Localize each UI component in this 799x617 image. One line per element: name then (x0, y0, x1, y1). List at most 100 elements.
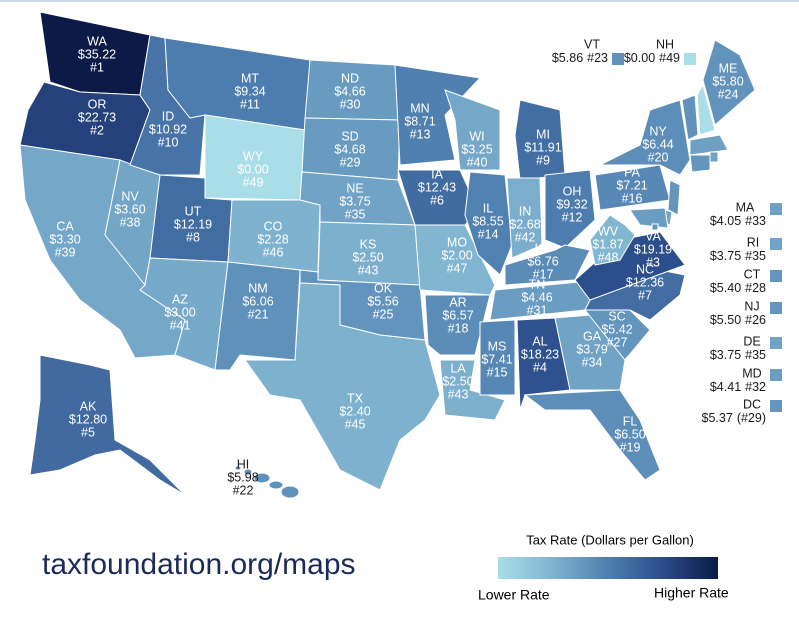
state-abbr: LA (450, 361, 466, 375)
state-abbr: AR (449, 295, 466, 309)
state-abbr: HI (237, 457, 250, 471)
state (681, 94, 699, 141)
state-rank: #14 (478, 227, 499, 241)
state (29, 354, 186, 496)
state (424, 294, 491, 356)
state (464, 171, 513, 276)
state-abbr: NH (656, 37, 674, 51)
state-rate: $8.71 (404, 114, 435, 128)
state-rate: $1.87 (592, 237, 623, 251)
state (243, 468, 253, 476)
state-rank: #4 (533, 360, 547, 374)
state-rate: $9.32 (556, 197, 587, 211)
state-abbr: WV (598, 224, 619, 238)
state-rate: $5.40 #28 (710, 281, 766, 295)
state-abbr: MO (447, 235, 467, 249)
state-rate: $10.92 (149, 122, 187, 136)
state-abbr: OR (88, 97, 107, 111)
state-rank: #24 (718, 87, 739, 101)
state (629, 207, 669, 229)
state-rank: #47 (447, 261, 468, 275)
state-rate: $8.55 (472, 214, 503, 228)
state-rank: #49 (243, 175, 264, 189)
state-rate: $6.06 (242, 294, 273, 308)
state-abbr: CT (744, 267, 761, 281)
state-rank: #38 (120, 215, 141, 229)
state (268, 480, 284, 490)
state-abbr: MI (536, 127, 550, 141)
state-rate: $2.50 (442, 374, 473, 388)
state-rate-value: $0.00 (624, 51, 655, 65)
state-rate: $12.43 (418, 180, 456, 194)
state-rate: $0.00 (237, 162, 268, 176)
state-rank: #7 (638, 288, 652, 302)
state-rate: $3.60 (114, 202, 145, 216)
state-abbr: ND (341, 71, 359, 85)
state-rank: #11 (240, 97, 260, 111)
state (479, 319, 516, 396)
state-rate: $7.41 (481, 352, 512, 366)
state-rate: $2.50 (352, 250, 383, 264)
state (544, 169, 596, 249)
state-abbr: WY (243, 149, 264, 163)
state-rate: $18.23 (521, 347, 559, 361)
state-rank: #23 (587, 51, 608, 65)
state-rank: #32 (745, 380, 766, 394)
state-rate: $6.44 (642, 137, 673, 151)
state-abbr: NM (248, 281, 267, 295)
state-rate: $3.75 #35 (710, 249, 766, 263)
state-abbr: IN (519, 204, 532, 218)
state-rate: $3.25 (461, 142, 492, 156)
state-abbr: NV (121, 189, 139, 203)
state-abbr: MS (488, 339, 507, 353)
legend-bar (498, 557, 718, 579)
state (506, 177, 543, 259)
state-rate: $5.37 (#29) (702, 411, 766, 425)
state-rank: #1 (90, 60, 104, 74)
state-abbr: MT (241, 71, 259, 85)
state-abbr: NE (346, 181, 363, 195)
state-rank: #27 (607, 335, 628, 349)
state-rate-value: $3.75 (710, 249, 741, 263)
state-rate: $5.42 (601, 322, 632, 336)
legend-high: Higher Rate (654, 585, 729, 601)
state-rate-value: $4.05 (710, 214, 741, 228)
state (444, 89, 501, 171)
state-abbr: KS (360, 237, 377, 251)
state (253, 472, 271, 484)
state (439, 359, 506, 421)
state (554, 314, 626, 391)
state-rate: $5.98 (227, 470, 258, 484)
state-rank: #42 (515, 230, 536, 244)
state (414, 224, 496, 296)
state-rank: #34 (582, 355, 603, 369)
state-rate: $4.41 #32 (710, 380, 766, 394)
state-rate: $2.00 (441, 248, 472, 262)
state-rank: #43 (448, 387, 469, 401)
state-rank: #26 (745, 313, 766, 327)
state-abbr: TX (347, 391, 364, 405)
state-abbr: DC (743, 397, 761, 411)
state-rate: $12.19 (174, 217, 212, 231)
state-rank: #25 (373, 307, 394, 321)
state-abbr: KY (535, 241, 552, 255)
state-abbr: MN (410, 101, 429, 115)
state-rank: #49 (659, 51, 680, 65)
state-abbr: IA (431, 167, 443, 181)
state-abbr: NJ (744, 299, 759, 313)
state (516, 317, 571, 411)
state-abbr: TN (529, 277, 546, 291)
state-abbr: CA (56, 219, 74, 233)
state-rate: $3.75 #35 (710, 348, 766, 362)
state-abbr: VT (584, 37, 600, 51)
state-rank: #35 (345, 207, 366, 221)
state-rank: #21 (248, 307, 269, 321)
state-abbr: ID (162, 109, 175, 123)
state-rank: #39 (55, 245, 76, 259)
state (696, 83, 716, 136)
state-rank: #35 (745, 348, 766, 362)
state (599, 99, 691, 176)
source: taxfoundation.org/maps (42, 548, 356, 581)
legend-swatch (770, 238, 782, 250)
